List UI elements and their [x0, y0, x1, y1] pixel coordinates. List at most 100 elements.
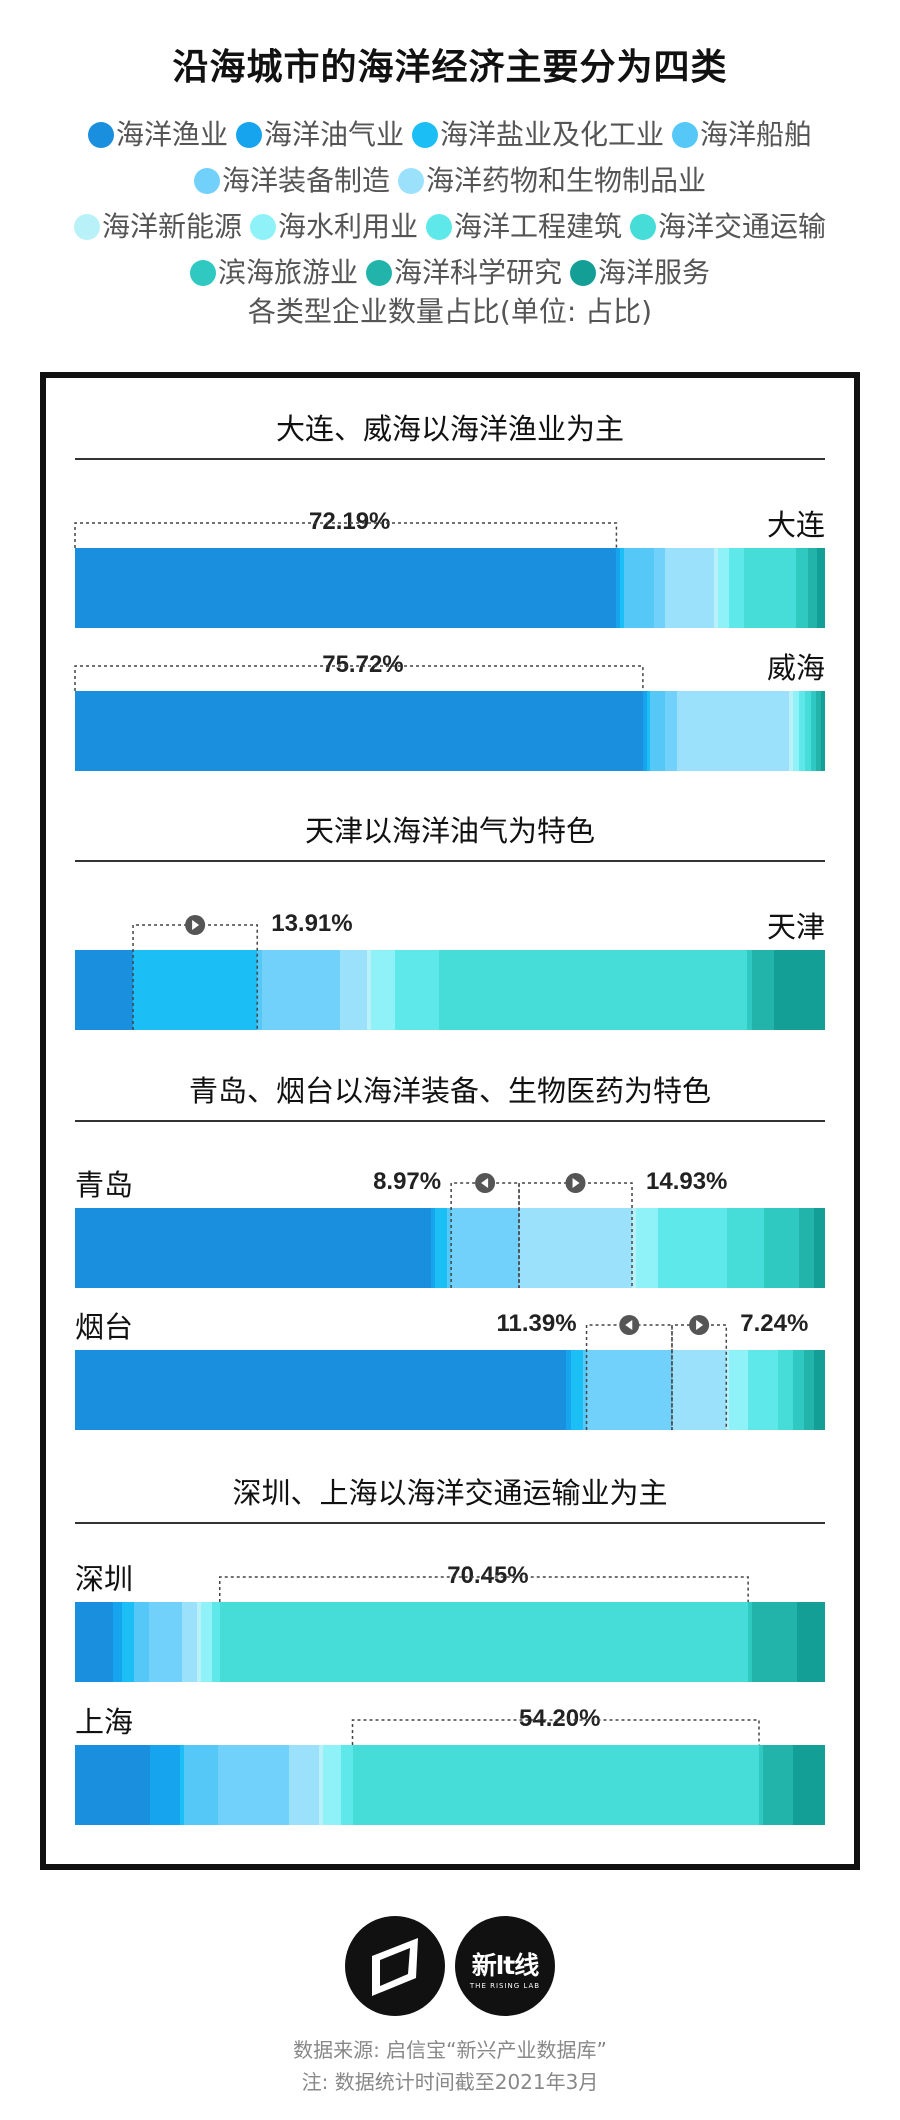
stacked-bar	[75, 548, 825, 628]
stacked-bar	[75, 1350, 825, 1430]
data-label: 7.24%	[736, 1310, 813, 1338]
bar-segment	[665, 548, 714, 628]
bar-segment	[646, 691, 651, 771]
legend-swatch	[630, 214, 657, 240]
bar-segment	[367, 950, 372, 1030]
bar-segment	[341, 1745, 353, 1825]
bar-segment	[792, 691, 799, 771]
city-label: 大连	[766, 508, 825, 542]
legend-label: 海洋渔业	[115, 118, 228, 151]
logos: 新lt线 THE RISING LAB	[0, 1916, 900, 2016]
bar-segment	[318, 1745, 323, 1825]
bracket-line	[74, 665, 644, 691]
bar-segment	[798, 691, 805, 771]
bar-segment	[814, 1208, 825, 1288]
bar-segment	[257, 950, 262, 1030]
data-label: 75.72%	[303, 651, 422, 679]
bar-segment	[447, 1208, 452, 1288]
bar-segment	[814, 1350, 825, 1430]
legend-swatch	[193, 168, 220, 194]
bar-segment	[75, 950, 134, 1030]
bar-segment	[796, 1602, 825, 1682]
bar-segment	[435, 1208, 448, 1288]
legend-item: 海洋油气业	[235, 112, 404, 158]
bar-segment	[75, 691, 643, 771]
bar-segment	[816, 548, 825, 628]
bar-segment	[340, 950, 368, 1030]
legend-item: 海水利用业	[249, 204, 418, 250]
chart-subtitle: 各类型企业数量占比(单位: 占比)	[247, 295, 653, 328]
bar-segment	[658, 1208, 727, 1288]
legend-swatch	[672, 122, 699, 148]
section-title-oil: 天津以海洋油气为特色	[304, 814, 595, 848]
legend-item: 海洋科学研究	[365, 250, 562, 296]
bar-segment	[586, 1350, 672, 1430]
bar-segment	[566, 1350, 571, 1430]
bar-segment	[371, 950, 395, 1030]
bracket-line	[518, 1182, 633, 1288]
bar-segment	[653, 548, 666, 628]
legend-label: 海洋船舶	[700, 118, 813, 151]
city-label: 深圳	[75, 1562, 134, 1596]
bar-segment	[778, 1350, 794, 1430]
bracket-line	[585, 1324, 673, 1430]
bar-segment	[820, 691, 825, 771]
bar-segment	[751, 1602, 797, 1682]
bar-segment	[219, 1602, 749, 1682]
bar-segment	[728, 548, 744, 628]
stacked-bar	[75, 691, 825, 771]
section-title-shipping: 深圳、上海以海洋交通运输业为主	[232, 1476, 668, 1510]
bar-segment	[212, 1602, 220, 1682]
bar-segment	[748, 1602, 752, 1682]
bar-segment	[671, 1350, 727, 1430]
data-label: 8.97%	[341, 1168, 446, 1196]
bar-segment	[623, 548, 654, 628]
bar-segment	[180, 1745, 184, 1825]
bar-segment	[394, 950, 440, 1030]
legend-label: 海洋服务	[598, 256, 711, 289]
bracket-line	[132, 924, 258, 1030]
bar-segment	[75, 1602, 113, 1682]
data-label: 11.39%	[476, 1310, 581, 1338]
bar-segment	[804, 691, 811, 771]
bar-segment	[810, 691, 817, 771]
legend-item: 海洋交通运输	[630, 204, 826, 250]
footer-source: 数据来源: 启信宝“新兴产业数据库”	[293, 2038, 607, 2062]
bar-segment	[631, 1208, 636, 1288]
data-label: 54.20%	[500, 1705, 619, 1733]
bar-segment	[743, 548, 797, 628]
section-rule	[75, 1120, 825, 1122]
bar-segment	[570, 1350, 583, 1430]
arrow-icon	[625, 1320, 633, 1330]
legend-swatch	[570, 260, 596, 286]
bar-segment	[796, 548, 808, 628]
footer-note: 注: 数据统计时间截至2021年3月	[301, 2070, 599, 2094]
bar-segment	[182, 1602, 198, 1682]
bar-segment	[747, 950, 752, 1030]
bar-segment	[764, 1208, 800, 1288]
city-label: 威海	[766, 651, 825, 685]
chart-frame	[40, 372, 860, 1870]
bracket-line	[74, 522, 618, 548]
bar-segment	[582, 1350, 587, 1430]
legend-label: 海洋交通运输	[658, 210, 827, 243]
bar-segment	[726, 1350, 730, 1430]
legend-label: 滨海旅游业	[217, 256, 358, 289]
bar-segment	[676, 691, 790, 771]
stacked-bar	[75, 950, 825, 1030]
bar-segment	[150, 1745, 180, 1825]
bar-segment	[75, 1208, 431, 1288]
city-label: 烟台	[75, 1310, 134, 1344]
legend-label: 海洋油气业	[263, 118, 404, 151]
bar-segment	[726, 1208, 765, 1288]
stacked-bar	[75, 1208, 825, 1288]
legend-label: 海洋科学研究	[393, 256, 562, 289]
bar-segment	[635, 1208, 659, 1288]
bar-segment	[134, 1602, 150, 1682]
bar-segment	[197, 1602, 201, 1682]
bar-segment	[217, 1745, 289, 1825]
legend-label: 海洋盐业及化工业	[440, 118, 665, 151]
bar-segment	[439, 950, 748, 1030]
bar-segment	[518, 1208, 632, 1288]
